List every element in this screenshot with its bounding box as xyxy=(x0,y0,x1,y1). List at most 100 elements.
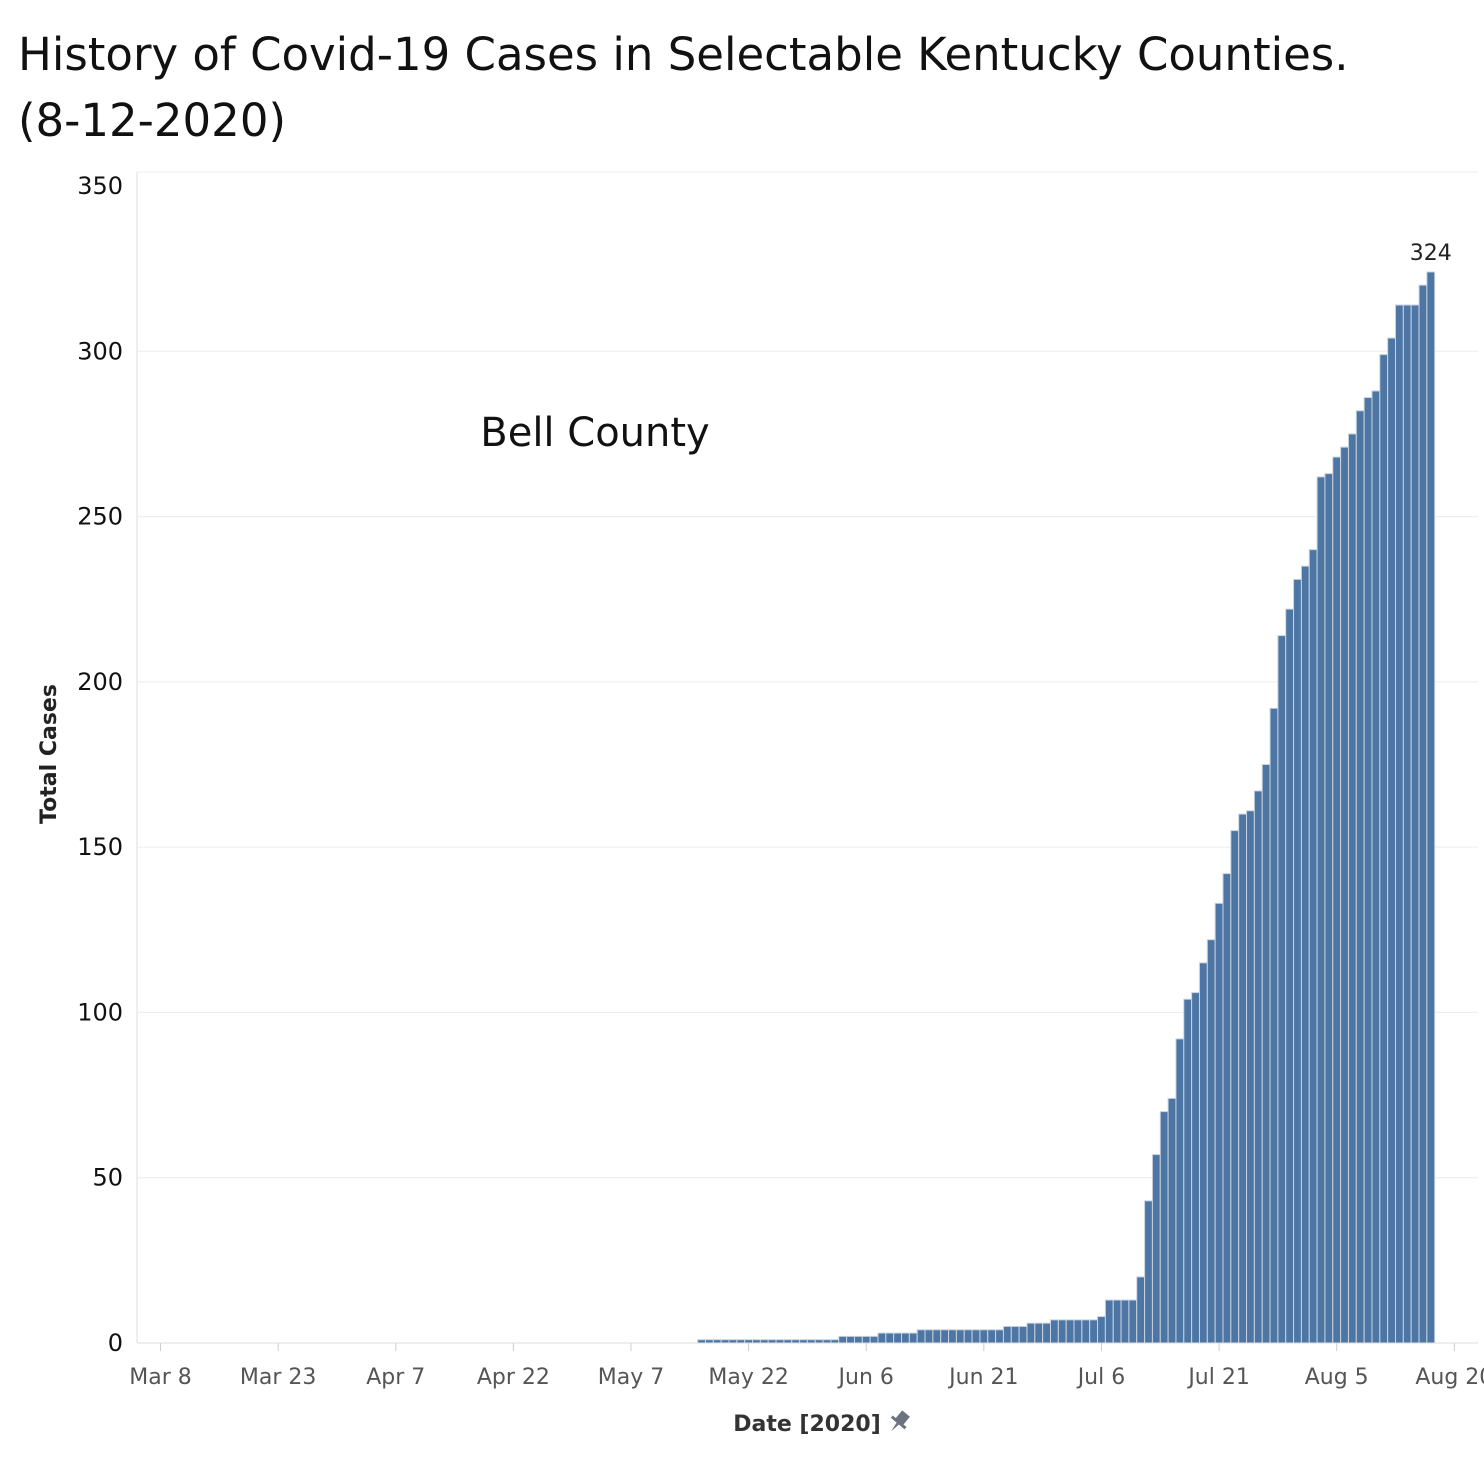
x-tick-label: Apr 22 xyxy=(477,1365,550,1390)
bar[interactable] xyxy=(948,1329,957,1344)
bar[interactable] xyxy=(1183,998,1193,1344)
bar[interactable] xyxy=(1387,337,1397,1344)
bar[interactable] xyxy=(1340,446,1349,1344)
y-tick-label: 150 xyxy=(77,833,123,861)
bar[interactable] xyxy=(1222,873,1232,1344)
bar[interactable] xyxy=(955,1329,965,1344)
bar[interactable] xyxy=(1112,1299,1122,1344)
bar[interactable] xyxy=(924,1329,934,1344)
bar[interactable] xyxy=(1332,456,1342,1344)
bar[interactable] xyxy=(838,1335,848,1344)
bar[interactable] xyxy=(1379,354,1389,1344)
y-axis-title: Total Cases xyxy=(37,684,62,824)
y-tick-label: 0 xyxy=(108,1329,123,1357)
chart-title-line1: History of Covid-19 Cases in Selectable … xyxy=(18,28,1349,81)
bar[interactable] xyxy=(963,1329,973,1344)
bar[interactable] xyxy=(1285,608,1295,1344)
bar[interactable] xyxy=(987,1329,997,1344)
x-tick-label: Apr 7 xyxy=(366,1365,425,1390)
x-tick-label: Aug 5 xyxy=(1305,1365,1369,1390)
bar[interactable] xyxy=(1371,390,1381,1344)
bar[interactable] xyxy=(1300,565,1310,1344)
bar[interactable] xyxy=(1261,764,1271,1344)
bar[interactable] xyxy=(995,1329,1004,1344)
x-axis: Mar 8 Mar 23 Apr 7 Apr 22 May 7 May 22 Jun 6 Ju… xyxy=(129,1342,1484,1390)
bar[interactable] xyxy=(979,1329,989,1344)
bar[interactable] xyxy=(1128,1299,1138,1344)
x-tick-label: Mar 8 xyxy=(129,1365,192,1390)
bar[interactable] xyxy=(1410,304,1420,1344)
bar[interactable] xyxy=(1136,1276,1146,1344)
last-value-label: 324 xyxy=(1410,241,1452,266)
y-tick-label: 100 xyxy=(77,998,123,1026)
bar[interactable] xyxy=(1042,1322,1052,1344)
y-tick-label: 200 xyxy=(77,668,123,696)
bar[interactable] xyxy=(1395,304,1404,1344)
bar[interactable] xyxy=(1426,271,1436,1344)
bar[interactable] xyxy=(1402,304,1412,1344)
pin-icon[interactable] xyxy=(884,1408,913,1437)
bar[interactable] xyxy=(1050,1319,1059,1344)
bar[interactable] xyxy=(1308,549,1318,1344)
bar[interactable] xyxy=(1324,473,1334,1344)
bar[interactable] xyxy=(1269,707,1279,1344)
bar[interactable] xyxy=(1206,939,1216,1344)
x-tick-label: Jul 21 xyxy=(1186,1365,1250,1390)
bar[interactable] xyxy=(1230,830,1240,1344)
y-axis: 0 50 100 150 200 250 300 350 xyxy=(77,172,123,1357)
bar[interactable] xyxy=(885,1332,895,1344)
bar[interactable] xyxy=(1418,284,1428,1344)
bar[interactable] xyxy=(861,1335,871,1344)
x-tick-label: Jul 6 xyxy=(1076,1365,1126,1390)
bar[interactable] xyxy=(1089,1319,1099,1344)
bar[interactable] xyxy=(1081,1319,1091,1344)
y-tick-label: 50 xyxy=(92,1164,123,1192)
x-tick-label: Jun 6 xyxy=(837,1365,894,1390)
y-tick-label: 250 xyxy=(77,503,123,531)
bar[interactable] xyxy=(916,1329,926,1344)
bar[interactable] xyxy=(1246,810,1255,1344)
bar[interactable] xyxy=(1120,1299,1130,1344)
bar[interactable] xyxy=(1010,1325,1020,1344)
bar[interactable] xyxy=(1002,1325,1012,1344)
bar[interactable] xyxy=(893,1332,903,1344)
bar[interactable] xyxy=(877,1332,887,1344)
bar[interactable] xyxy=(1198,962,1208,1344)
bar[interactable] xyxy=(1175,1038,1185,1344)
bar[interactable] xyxy=(971,1329,981,1344)
x-tick-label: Mar 23 xyxy=(240,1365,317,1390)
bar[interactable] xyxy=(1159,1111,1169,1344)
bar[interactable] xyxy=(1191,992,1200,1344)
bar[interactable] xyxy=(1057,1319,1067,1344)
bar[interactable] xyxy=(1104,1299,1114,1344)
bar[interactable] xyxy=(1026,1322,1036,1344)
x-tick-label: May 7 xyxy=(598,1365,664,1390)
x-tick-label: May 22 xyxy=(708,1365,788,1390)
bar[interactable] xyxy=(846,1335,855,1344)
bar[interactable] xyxy=(1097,1316,1106,1344)
bar[interactable] xyxy=(1253,790,1263,1344)
bar[interactable] xyxy=(908,1332,918,1344)
x-axis-title: Date [2020] xyxy=(733,1412,881,1437)
chart-title: History of Covid-19 Cases in Selectable … xyxy=(18,22,1458,154)
bar[interactable] xyxy=(1073,1319,1083,1344)
bar[interactable] xyxy=(1355,410,1365,1344)
bar[interactable] xyxy=(1293,578,1302,1344)
bar[interactable] xyxy=(1018,1325,1028,1344)
bar[interactable] xyxy=(1151,1154,1161,1344)
bar[interactable] xyxy=(869,1335,879,1344)
bar[interactable] xyxy=(901,1332,910,1344)
bar[interactable] xyxy=(1167,1097,1177,1344)
bar[interactable] xyxy=(1238,813,1248,1344)
bar[interactable] xyxy=(1034,1322,1044,1344)
bar[interactable] xyxy=(932,1329,942,1344)
bar[interactable] xyxy=(1214,902,1224,1344)
bar[interactable] xyxy=(1316,476,1326,1344)
bar[interactable] xyxy=(1277,635,1287,1344)
bar[interactable] xyxy=(1347,433,1357,1344)
bar[interactable] xyxy=(1065,1319,1075,1344)
bar[interactable] xyxy=(1144,1200,1153,1344)
bar[interactable] xyxy=(853,1335,863,1344)
bar[interactable] xyxy=(1363,397,1373,1344)
bar[interactable] xyxy=(940,1329,950,1344)
